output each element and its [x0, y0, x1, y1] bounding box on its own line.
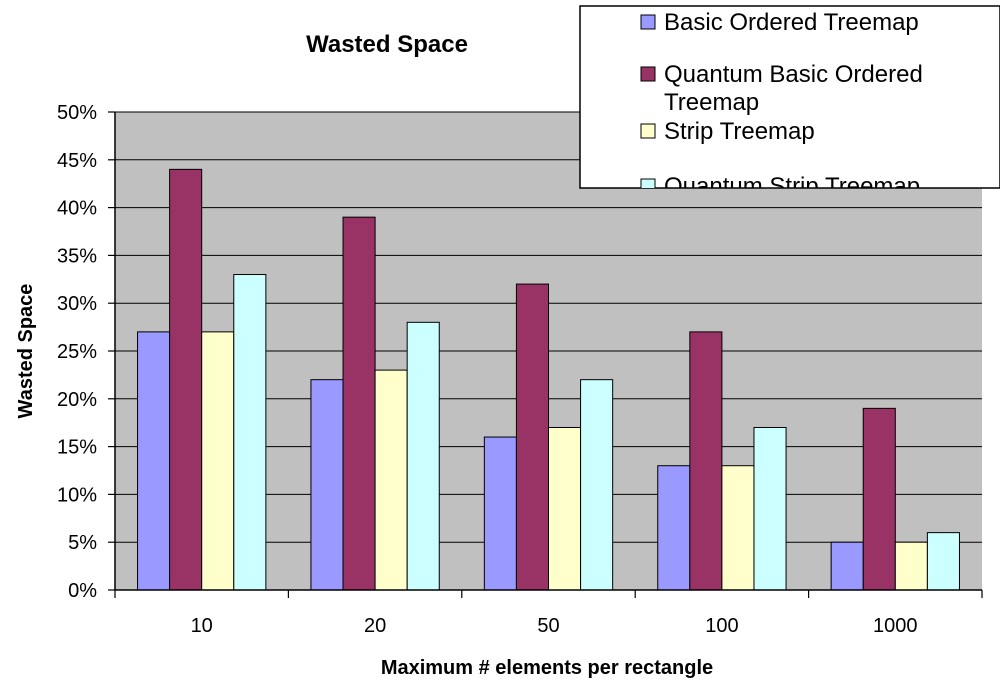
- y-tick-label: 20%: [57, 389, 97, 411]
- legend-swatch: [640, 14, 656, 30]
- bar: [374, 369, 408, 591]
- bar: [926, 532, 960, 591]
- bar: [862, 407, 896, 591]
- x-tick-labels: 10 20 50 100 1000: [191, 615, 918, 637]
- y-tick-label: 5%: [68, 532, 97, 554]
- x-tick-label: 10: [191, 615, 213, 637]
- bar: [137, 331, 171, 591]
- x-tick-label: 20: [364, 615, 386, 637]
- legend-swatch: [640, 123, 656, 139]
- bar: [310, 379, 344, 591]
- bar: [580, 379, 614, 591]
- bar: [406, 321, 440, 591]
- legend-swatch: [640, 66, 656, 82]
- bar: [894, 541, 928, 591]
- bar: [233, 274, 267, 591]
- legend-label: Basic Ordered Treemap: [664, 9, 919, 36]
- bar: [515, 283, 550, 591]
- y-tick-label: 35%: [57, 245, 97, 267]
- y-tick-label: 10%: [57, 484, 97, 506]
- y-tick-labels: 0% 5% 10% 15% 20% 25% 30% 35% 40% 45% 50%: [57, 102, 97, 602]
- legend: Basic Ordered Treemap Quantum Basic Order…: [579, 5, 1000, 200]
- chart-title: Wasted Space: [306, 31, 468, 58]
- bar: [483, 436, 517, 591]
- y-axis-title: Wasted Space: [15, 284, 37, 419]
- y-tick-label: 50%: [57, 102, 97, 124]
- axes: [108, 111, 983, 598]
- bar: [721, 465, 755, 591]
- y-tick-label: 25%: [57, 341, 97, 363]
- bar: [548, 426, 582, 591]
- legend-label: Quantum Strip Treemap: [664, 173, 920, 200]
- bar: [657, 465, 691, 591]
- y-tick-label: 15%: [57, 437, 97, 459]
- y-tick-label: 0%: [68, 580, 97, 602]
- bar: [830, 541, 864, 591]
- legend-swatch: [640, 178, 656, 188]
- legend-label: Strip Treemap: [664, 118, 815, 145]
- bar: [201, 331, 235, 591]
- y-tick-label: 40%: [57, 198, 97, 220]
- bar: [342, 216, 376, 591]
- bars: [137, 168, 960, 591]
- x-axis-title: Maximum # elements per rectangle: [381, 657, 713, 679]
- x-tick-label: 1000: [873, 615, 918, 637]
- y-tick-label: 45%: [57, 150, 97, 172]
- legend-label: Quantum Basic Ordered Treemap: [664, 61, 923, 116]
- bar: [689, 331, 723, 591]
- bar: [169, 168, 203, 591]
- bar: [753, 426, 787, 591]
- y-tick-label: 30%: [57, 293, 97, 315]
- x-tick-label: 100: [705, 615, 738, 637]
- x-tick-label: 50: [537, 615, 559, 637]
- legend-box: [579, 5, 1000, 189]
